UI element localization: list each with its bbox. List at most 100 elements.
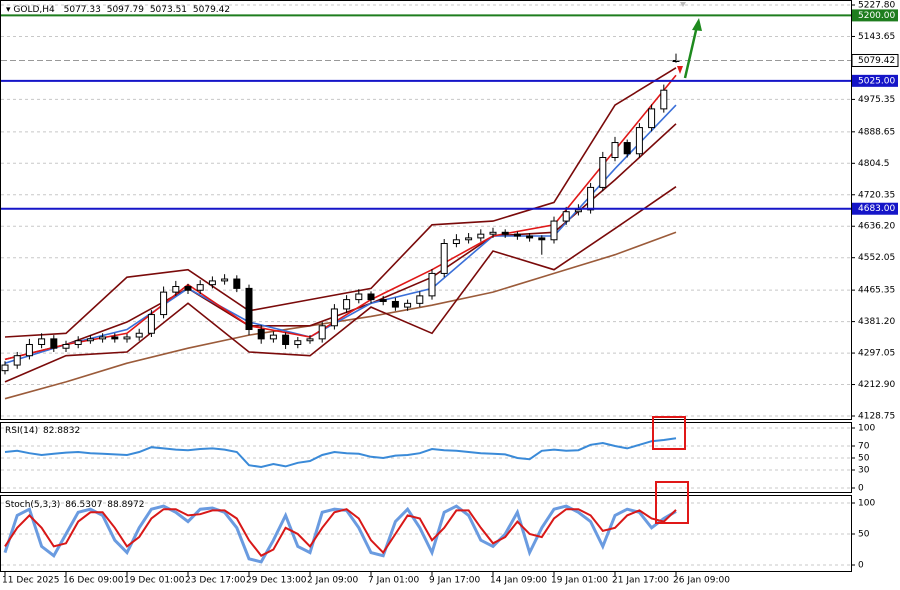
candle-body bbox=[74, 340, 82, 345]
candle-body bbox=[404, 302, 412, 308]
candle-body bbox=[391, 300, 399, 308]
y-tick-label: 4975.35 bbox=[858, 95, 895, 105]
candle-body bbox=[648, 108, 656, 129]
level-label-bg bbox=[852, 9, 898, 22]
grid bbox=[1, 4, 851, 566]
stoch-name: Stoch(5,3,3) bbox=[5, 500, 60, 510]
open: 5077.33 bbox=[64, 5, 101, 15]
candle-body bbox=[282, 334, 290, 345]
candle-body bbox=[355, 293, 363, 301]
plot bbox=[1, 14, 851, 564]
y-tick-label: 4465.35 bbox=[858, 286, 895, 296]
candle-body bbox=[587, 186, 595, 211]
candle-body bbox=[160, 291, 168, 316]
x-tick-label: 19 Dec 01:00 bbox=[124, 576, 185, 586]
y-tick-label: 4636.20 bbox=[858, 222, 895, 232]
y-tick-label: 0 bbox=[858, 561, 864, 571]
candle-body bbox=[1, 364, 9, 372]
candle-body bbox=[416, 295, 424, 304]
candle-body bbox=[38, 338, 46, 345]
candle-body bbox=[562, 211, 570, 222]
y-tick-label: 4381.20 bbox=[858, 317, 895, 327]
candle-body bbox=[245, 287, 253, 331]
low: 5073.51 bbox=[150, 5, 187, 15]
candle-body bbox=[330, 308, 338, 327]
y-tick-label: 5143.65 bbox=[858, 32, 895, 42]
candle-body bbox=[477, 233, 485, 239]
candle-body bbox=[318, 325, 326, 340]
x-tick-label: 11 Dec 2025 bbox=[2, 576, 60, 586]
rsi-line bbox=[4, 437, 677, 469]
header: ▾ GOLD,H4 5077.33 5097.79 5073.51 5079.4… bbox=[6, 5, 230, 15]
candle-body bbox=[13, 355, 21, 366]
candle-body bbox=[660, 89, 668, 110]
indicator-line bbox=[4, 123, 677, 361]
y-tick-label: 0 bbox=[858, 484, 864, 494]
candle-body bbox=[635, 127, 643, 155]
candle-body bbox=[306, 338, 314, 342]
collapse-icon: ▾ bbox=[6, 5, 13, 15]
x-tick-label: 7 Jan 01:00 bbox=[368, 576, 420, 586]
stoch-title: Stoch(5,3,3) 86.5307 88.8972 bbox=[5, 500, 145, 510]
x-tick-label: 23 Dec 17:00 bbox=[185, 576, 246, 586]
candle-body bbox=[623, 142, 631, 155]
candle-body bbox=[123, 336, 131, 340]
candle-body bbox=[501, 231, 509, 235]
candle-body bbox=[465, 237, 473, 241]
y-tick-label: 4888.65 bbox=[858, 127, 895, 137]
candle-body bbox=[208, 280, 216, 286]
high: 5097.79 bbox=[107, 5, 144, 15]
y-tick-label: 4804.5 bbox=[858, 159, 890, 169]
candle-body bbox=[135, 332, 143, 338]
candle-body bbox=[599, 157, 607, 188]
arrow-head bbox=[692, 18, 702, 31]
y-tick-label: 100 bbox=[858, 424, 875, 434]
candle-body bbox=[50, 338, 58, 349]
x-tick-label: 16 Dec 09:00 bbox=[63, 576, 124, 586]
candle-body bbox=[440, 243, 448, 274]
candle-body bbox=[99, 336, 107, 340]
candle-body bbox=[257, 329, 265, 340]
close: 5079.42 bbox=[193, 5, 230, 15]
candle-body bbox=[538, 237, 546, 241]
x-tick-label: 14 Jan 09:00 bbox=[490, 576, 547, 586]
candle-body bbox=[233, 278, 241, 289]
candle-body bbox=[343, 299, 351, 310]
y-tick-label: 4552.05 bbox=[858, 253, 895, 263]
stoch-main-value: 86.5307 bbox=[65, 500, 102, 510]
candle-body bbox=[294, 340, 302, 345]
candle-body bbox=[611, 142, 619, 159]
y-tick-label: 50 bbox=[858, 454, 870, 464]
indicator-line bbox=[4, 67, 677, 338]
candle-body bbox=[428, 272, 436, 297]
level-label: 5025.00 bbox=[858, 76, 895, 86]
x-tick-label: 2 Jan 09:00 bbox=[307, 576, 359, 586]
stoch-signal-value: 88.8972 bbox=[107, 500, 144, 510]
indicator-line bbox=[4, 104, 677, 364]
highlight-box bbox=[652, 416, 686, 450]
x-tick-label: 26 Jan 09:00 bbox=[673, 576, 730, 586]
indicator-line bbox=[4, 186, 677, 383]
y-tick-label: 70 bbox=[858, 442, 870, 452]
price-label: 5079.42 bbox=[858, 56, 895, 66]
candle-body bbox=[86, 338, 94, 342]
arrow bbox=[683, 25, 699, 79]
candle-body bbox=[367, 293, 375, 301]
candle-body bbox=[452, 239, 460, 245]
candle-body bbox=[221, 278, 229, 282]
x-tick-label: 29 Dec 13:00 bbox=[246, 576, 307, 586]
candle-body bbox=[269, 334, 277, 340]
level-label: 5200.00 bbox=[858, 11, 895, 21]
rsi-value: 82.8832 bbox=[43, 426, 80, 436]
candle-body bbox=[489, 231, 497, 235]
x-tick-label: 19 Jan 01:00 bbox=[551, 576, 608, 586]
candle-body bbox=[526, 235, 534, 239]
indicator-line bbox=[4, 231, 677, 400]
scroll-marker bbox=[680, 2, 686, 7]
rsi-title: RSI(14) 82.8832 bbox=[5, 426, 80, 436]
main-frame bbox=[0, 0, 852, 420]
candle-body bbox=[574, 209, 582, 213]
